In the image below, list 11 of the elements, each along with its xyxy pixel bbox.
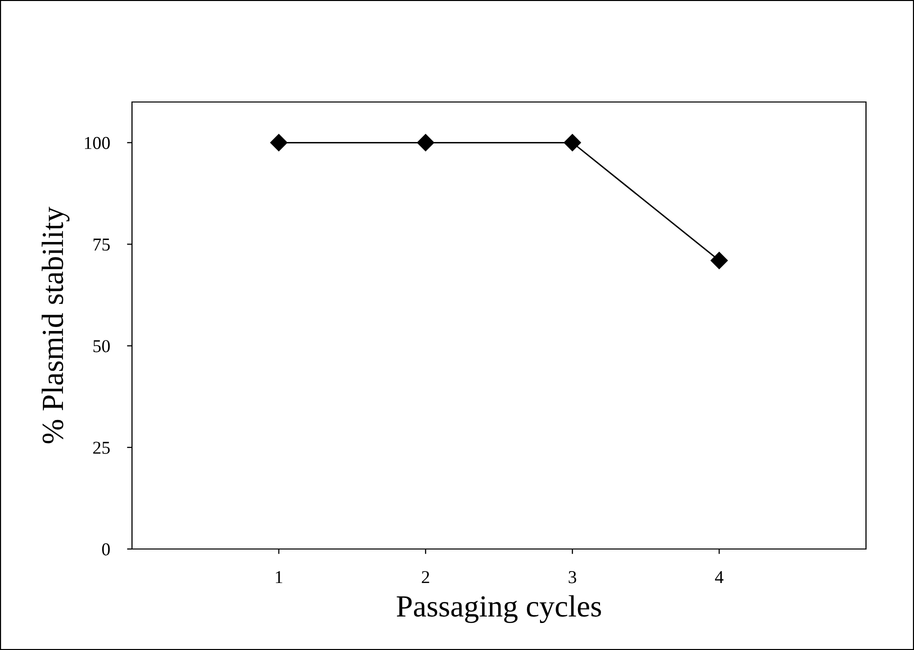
x-tick-label: 1 xyxy=(276,571,282,584)
y-tick-label: 25 xyxy=(93,442,110,454)
y-tick-label: 0 xyxy=(102,543,110,556)
x-tick-label: 2 xyxy=(422,571,430,584)
x-axis-title: Passaging cycles xyxy=(396,595,601,624)
x-tick-label: 4 xyxy=(715,571,724,584)
y-tick-label: 100 xyxy=(84,136,110,150)
x-tick-label: 3 xyxy=(568,571,576,584)
y-tick-label: 75 xyxy=(94,238,110,251)
y-tick-label: 50 xyxy=(93,340,110,352)
y-axis-title: % Plasmid stability xyxy=(42,206,70,444)
